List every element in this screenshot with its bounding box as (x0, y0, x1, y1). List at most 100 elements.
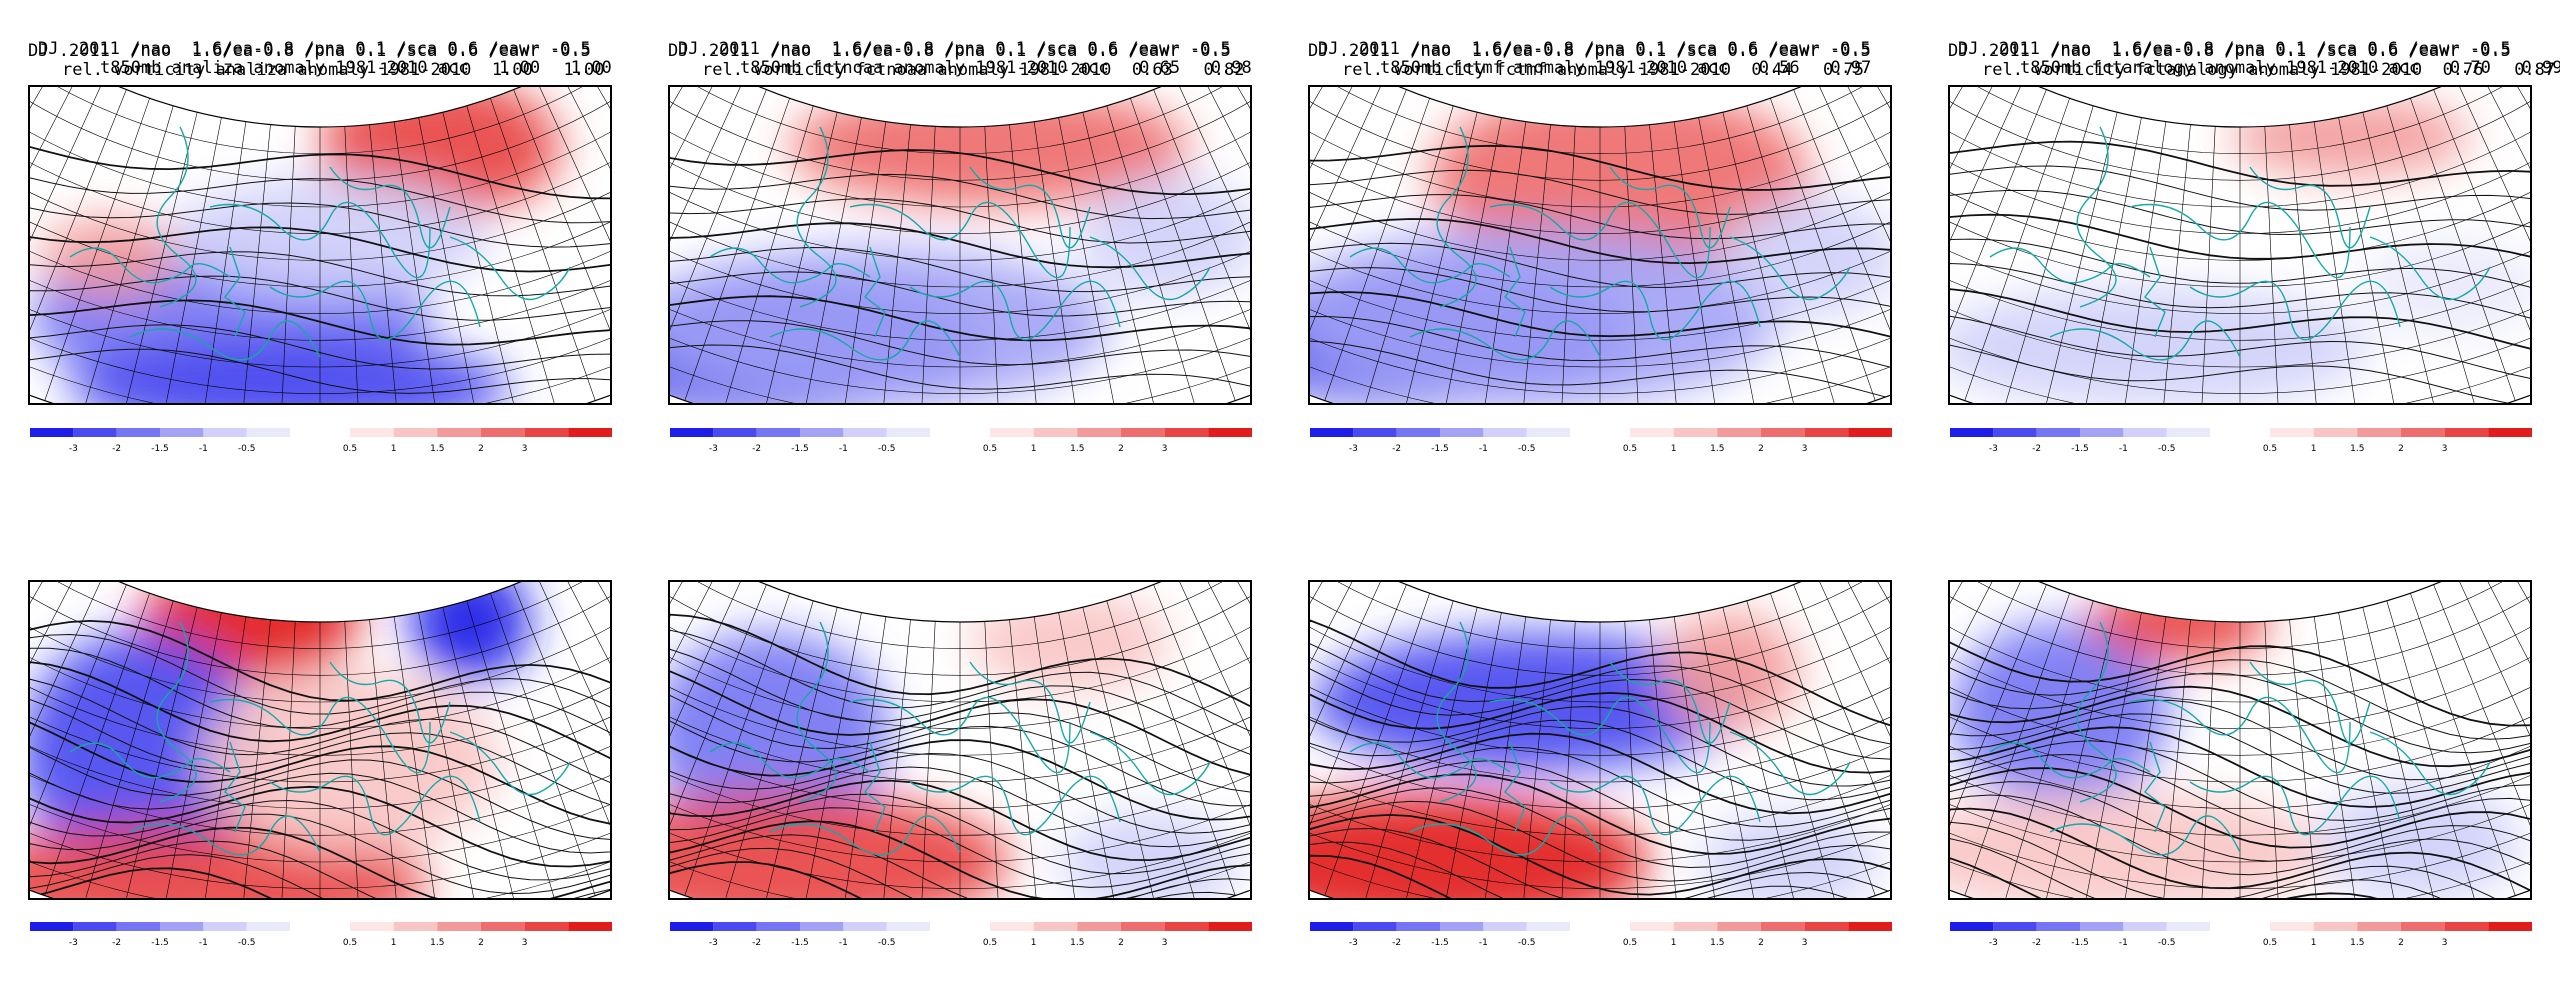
colorbar-label: -0.5 (878, 444, 896, 454)
colorbar-label: -2 (1392, 444, 1401, 454)
colorbar-swatch (1077, 428, 1121, 437)
colorbar-swatch (350, 922, 394, 931)
colorbar-label: 1.5 (1710, 938, 1724, 948)
contour-lines (1310, 619, 1890, 898)
colorbar-label: 3 (522, 938, 528, 948)
map-panel: DJ .2011 /nao 1.6/ea-0.8 /pna 0.1 /sca 0… (640, 42, 1280, 965)
colorbar-swatch (1717, 428, 1761, 437)
colorbar-label: -0.5 (878, 938, 896, 948)
map-panel: DJ .2011 /nao 1.6/ea-0.8 /pna 0.1 /sca 0… (1280, 42, 1920, 965)
colorbar-swatch (1208, 428, 1252, 437)
coastlines (709, 621, 1211, 856)
colorbar-swatch (2357, 922, 2401, 931)
contour-lines (1310, 144, 1890, 403)
colorbar-swatch (2357, 428, 2401, 437)
colorbar: -3 -2 -1.5 -1 -0.5 0.5 1 1.5 2 3 (670, 922, 1252, 948)
colorbar-container: -3 -2 -1.5 -1 -0.5 0.5 1 1.5 2 3 (1950, 428, 2532, 460)
colorbar-swatch (1121, 922, 1165, 931)
colorbar-label: -3 (1989, 444, 1998, 454)
colorbar-swatch (568, 922, 612, 931)
colorbar-label: 0.5 (983, 938, 997, 948)
colorbar-label: 0.5 (1623, 938, 1637, 948)
colorbar-swatch (1077, 922, 1121, 931)
panel-subtitle: rel. vorticity fctnoaa anomaly 1981-2010… (702, 60, 1245, 80)
colorbar-label: 2 (1758, 444, 1764, 454)
colorbar-swatch (800, 922, 844, 931)
colorbar-swatch (73, 428, 117, 437)
panel-subtitle: t850mb fctanalogy anomaly 1981-2010 acc … (2020, 58, 2560, 78)
colorbar-swatch (2270, 922, 2314, 931)
colorbar-swatch (2270, 428, 2314, 437)
colorbar-swatch (437, 922, 481, 931)
colorbar-label: 1 (1671, 938, 1677, 948)
colorbar-label: -1 (839, 444, 848, 454)
colorbar-swatch (1310, 922, 1354, 931)
map-frame (1948, 580, 2532, 900)
colorbar-label: -1 (1479, 444, 1488, 454)
anomaly-shading (410, 582, 530, 682)
colorbar-label: 1 (391, 938, 397, 948)
colorbar-swatch (1164, 922, 1209, 931)
colorbar-swatch (2401, 922, 2445, 931)
colorbar-swatch (2123, 922, 2167, 931)
colorbar-label: 2 (1118, 938, 1124, 948)
graticule (1310, 582, 1890, 898)
colorbar-label: 1.5 (1710, 444, 1724, 454)
colorbar-swatch (393, 922, 438, 931)
colorbar-label: -3 (69, 938, 78, 948)
colorbar-swatch (670, 428, 714, 437)
colorbar-swatch (713, 428, 757, 437)
colorbar-swatch (1993, 428, 2037, 437)
panel-header: DJ .2011 /nao 1.6/ea-0.8 /pna 0.1 /sca 0… (28, 41, 591, 61)
projection-outline (670, 582, 1250, 898)
map-plot (1950, 87, 2530, 403)
colorbar-label: -3 (1349, 444, 1358, 454)
colorbar-label: 3 (1802, 938, 1808, 948)
colorbar-swatch (2036, 922, 2080, 931)
colorbar-label: 3 (1802, 444, 1808, 454)
colorbar-swatch (1630, 428, 1674, 437)
projection-outline (30, 582, 610, 898)
colorbar-label: 3 (1162, 938, 1168, 948)
map-plot (670, 582, 1250, 898)
map-plot (1950, 582, 2530, 898)
anomaly-shading (1430, 87, 1810, 267)
colorbar-swatch (2444, 922, 2489, 931)
colorbar-label: -0.5 (2158, 938, 2176, 948)
projection-outline (1950, 87, 2530, 403)
colorbar-label: 0.5 (2263, 444, 2277, 454)
panel-subtitle: rel. vorticity fctmf anomaly 1981-2010 0… (1342, 60, 1864, 80)
colorbar: -3 -2 -1.5 -1 -0.5 0.5 1 1.5 2 3 (1310, 922, 1892, 948)
colorbar-swatch (1353, 428, 1397, 437)
colorbar-swatch (1848, 922, 1892, 931)
colorbar-label: 2 (2398, 938, 2404, 948)
colorbar-swatch (2166, 428, 2210, 437)
colorbar-container: -3 -2 -1.5 -1 -0.5 0.5 1 1.5 2 3 (670, 922, 1252, 954)
colorbar-swatch (756, 922, 800, 931)
anomaly-shading (1310, 227, 1780, 403)
colorbar-swatch (1761, 922, 1805, 931)
map-panel: DJ .2011 /nao 1.6/ea-0.8 /pna 0.1 /sca 0… (1920, 0, 2560, 470)
map-frame (668, 85, 1252, 405)
colorbar-label: 0.5 (1623, 444, 1637, 454)
colorbar-swatch (30, 428, 74, 437)
colorbar-swatch (1950, 428, 1994, 437)
projection-outline (670, 87, 1250, 403)
anomaly-shading (30, 822, 430, 898)
colorbar-label: -1.5 (791, 444, 809, 454)
colorbar-swatch (524, 922, 569, 931)
colorbar: -3 -2 -1.5 -1 -0.5 0.5 1 1.5 2 3 (1310, 428, 1892, 454)
panel-subtitle: rel. vorticity fctanalogy anomaly 1981-2… (1982, 60, 2556, 80)
colorbar-label: 1 (1671, 444, 1677, 454)
colorbar-swatch (800, 428, 844, 437)
colorbar-swatch (756, 428, 800, 437)
colorbar-label: 2 (478, 444, 484, 454)
projection-outline (30, 87, 610, 403)
colorbar-label: -2 (752, 444, 761, 454)
colorbar-swatch (2488, 922, 2532, 931)
map-frame (28, 580, 612, 900)
colorbar-swatch (1310, 428, 1354, 437)
colorbar-swatch (843, 922, 887, 931)
anomaly-shading (170, 177, 490, 297)
colorbar-swatch (1761, 428, 1805, 437)
